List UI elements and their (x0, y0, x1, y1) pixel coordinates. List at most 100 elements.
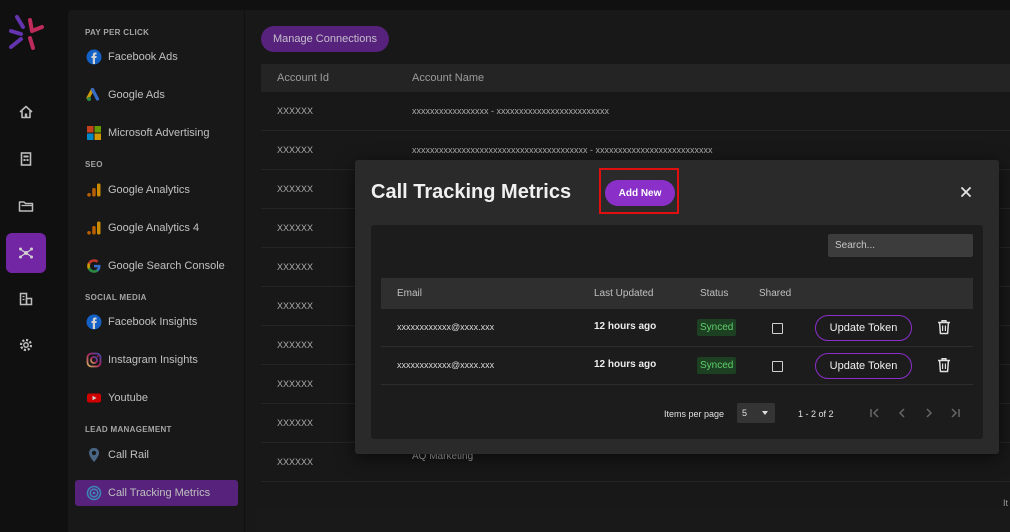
search-input[interactable] (828, 234, 973, 257)
column-header-email: Email (397, 288, 423, 299)
chevron-right-icon (926, 408, 933, 418)
column-header-account-name: Account Name (412, 72, 485, 84)
sidebar-item-youtube[interactable]: Youtube (75, 385, 238, 411)
sidebar-item-label: Youtube (108, 392, 148, 404)
connections-icon (19, 247, 33, 259)
instagram-icon (85, 352, 102, 369)
sidebar-item-instagram-insights[interactable]: Instagram Insights (75, 347, 238, 373)
callrail-icon (85, 447, 102, 464)
google-icon (85, 258, 102, 275)
update-token-button[interactable]: Update Token (815, 353, 912, 379)
paginator: Items per page 5 1 - 2 of 2 (371, 403, 983, 425)
last-updated: 12 hours ago (594, 321, 657, 332)
account-id: XXXXXX (277, 301, 314, 311)
rail-folder-button[interactable] (6, 186, 46, 226)
column-header-status: Status (700, 288, 729, 299)
sidebar-item-label: Google Ads (108, 89, 165, 101)
items-per-page-label: Items per page (664, 409, 725, 419)
account-id: XXXXXX (277, 418, 314, 428)
sidebar-item-label: Instagram Insights (108, 354, 198, 366)
last-page-icon (951, 408, 960, 418)
accounts-panel: Email Last Updated Status Shared xxxxxxx… (371, 225, 983, 439)
shared-checkbox[interactable] (772, 323, 783, 334)
add-new-button[interactable]: Add New (605, 180, 675, 206)
facebook-icon (85, 314, 102, 331)
sidebar-item-facebook-insights[interactable]: Facebook Insights (75, 309, 238, 335)
integrations-sidebar: PAY PER CLICK Facebook Ads Google Ads Mi… (68, 10, 244, 532)
sidebar-item-microsoft-advertising[interactable]: Microsoft Advertising (75, 120, 238, 146)
account-name: AQ Marketing (412, 451, 474, 462)
sidebar-item-google-analytics[interactable]: Google Analytics (75, 177, 238, 203)
brand-logo (9, 15, 44, 50)
accounts-table-header: Account Id Account Name (261, 64, 1010, 92)
update-token-button[interactable]: Update Token (815, 315, 912, 341)
facebook-icon (85, 49, 102, 66)
close-icon (961, 187, 971, 197)
status-badge: Synced (697, 319, 737, 336)
sidebar-item-call-rail[interactable]: Call Rail (75, 442, 238, 468)
sidebar-item-call-tracking-metrics[interactable]: Call Tracking Metrics (75, 480, 238, 506)
reports-icon (19, 292, 33, 306)
google-ads-icon (85, 87, 102, 104)
connection-email: xxxxxxxxxxxx@xxxx.xxx (397, 360, 495, 370)
rail-reports-button[interactable] (6, 279, 46, 319)
folder-icon (18, 201, 34, 212)
account-id: XXXXXX (277, 145, 314, 155)
next-page-button[interactable] (921, 405, 937, 421)
last-updated: 12 hours ago (594, 359, 657, 370)
caret-down-icon (762, 411, 768, 415)
icon-rail (0, 0, 52, 532)
sidebar-item-google-ads[interactable]: Google Ads (75, 82, 238, 108)
rail-home-button[interactable] (6, 92, 46, 132)
google-analytics-icon (85, 182, 102, 199)
section-title-social: SOCIAL MEDIA (85, 293, 147, 302)
shared-checkbox[interactable] (772, 361, 783, 372)
last-page-button[interactable] (947, 405, 963, 421)
first-page-button[interactable] (867, 405, 883, 421)
sidebar-item-google-analytics-4[interactable]: Google Analytics 4 (75, 215, 238, 241)
previous-page-button[interactable] (894, 405, 910, 421)
account-id: XXXXXX (277, 223, 314, 233)
rail-building-button[interactable] (6, 139, 46, 179)
google-analytics-icon (85, 220, 102, 237)
items-per-page-select[interactable]: 5 (737, 403, 775, 423)
sidebar-item-label: Google Analytics (108, 184, 190, 196)
table-row[interactable]: XXXXXX xxxxxxxxxxxxxxxxx - xxxxxxxxxxxxxx… (261, 92, 1010, 131)
table-row: xxxxxxxxxxxx@xxxx.xxx 12 hours ago Synce… (381, 347, 973, 385)
account-id: XXXXXX (277, 340, 314, 350)
column-header-shared: Shared (759, 288, 792, 299)
call-tracking-metrics-modal: Call Tracking Metrics Add New Email Last… (355, 160, 999, 454)
modal-title: Call Tracking Metrics (371, 181, 572, 203)
account-id: XXXXXX (277, 379, 314, 389)
ctm-icon (85, 485, 102, 502)
status-badge: Synced (697, 357, 737, 374)
account-id: XXXXXX (277, 184, 314, 194)
sidebar-item-label: Google Analytics 4 (108, 222, 200, 234)
sidebar-item-facebook-ads[interactable]: Facebook Ads (75, 44, 238, 70)
manage-connections-button[interactable]: Manage Connections (261, 26, 389, 52)
connection-email: xxxxxxxxxxxx@xxxx.xxx (397, 322, 495, 332)
sidebar-item-label: Call Rail (108, 449, 149, 461)
column-header-account-id: Account Id (277, 72, 329, 84)
account-id: XXXXXX (277, 262, 314, 272)
building-icon (20, 152, 32, 166)
settings-icon (19, 338, 33, 352)
items-per-page-value: 5 (742, 408, 748, 418)
rail-connections-button[interactable] (6, 233, 46, 273)
sidebar-item-label: Call Tracking Metrics (108, 487, 211, 499)
highlight-box: Add New (599, 168, 679, 214)
close-modal-button[interactable] (956, 182, 976, 202)
sidebar-item-label: Facebook Ads (108, 51, 178, 63)
home-icon (19, 105, 33, 119)
rail-settings-button[interactable] (6, 325, 46, 365)
section-title-ppc: PAY PER CLICK (85, 28, 150, 37)
page-range: 1 - 2 of 2 (798, 409, 834, 419)
trash-icon[interactable] (937, 319, 951, 335)
account-name: xxxxxxxxxxxxxxxxxxxxxxxxxxxxxxxxxxxxxxx … (412, 145, 713, 155)
trash-icon[interactable] (937, 357, 951, 373)
sidebar-item-google-search-console[interactable]: Google Search Console (75, 253, 238, 279)
connections-table-header: Email Last Updated Status Shared (381, 278, 973, 309)
table-row[interactable]: XXXXXX AQ Marketing (261, 443, 1010, 482)
microsoft-icon (85, 125, 102, 142)
